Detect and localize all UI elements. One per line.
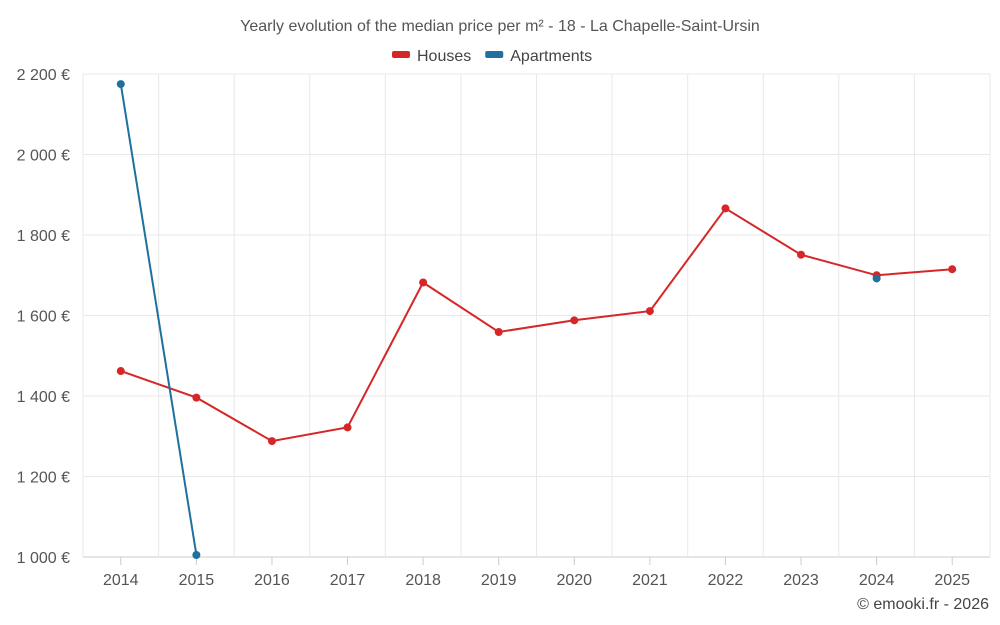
x-tick-label: 2017 xyxy=(330,572,366,589)
data-point-apartments[interactable] xyxy=(872,274,881,283)
data-point-houses[interactable] xyxy=(419,278,428,287)
data-point-houses[interactable] xyxy=(645,307,654,316)
x-tick-label: 2023 xyxy=(783,572,819,589)
x-tick-label: 2021 xyxy=(632,572,668,589)
y-tick-label: 2 200 € xyxy=(17,67,70,84)
series-houses xyxy=(116,204,957,446)
data-point-houses[interactable] xyxy=(570,316,579,325)
series-line-apartments xyxy=(119,83,198,556)
data-point-houses[interactable] xyxy=(797,250,806,259)
x-tick-label: 2015 xyxy=(179,572,215,589)
y-tick-label: 1 600 € xyxy=(17,309,70,326)
legend-swatch xyxy=(392,51,410,58)
y-tick-label: 1 200 € xyxy=(17,470,70,487)
data-point-houses[interactable] xyxy=(267,437,276,446)
legend-item-houses[interactable]: Houses xyxy=(392,48,471,65)
legend-label: Houses xyxy=(417,48,471,65)
data-point-apartments[interactable] xyxy=(116,80,125,89)
x-tick-label: 2020 xyxy=(556,572,592,589)
grid xyxy=(82,73,991,558)
x-tick-label: 2022 xyxy=(708,572,744,589)
x-tick-label: 2014 xyxy=(103,572,139,589)
credit-text: © emooki.fr - 2026 xyxy=(857,596,989,613)
legend-swatch xyxy=(485,51,504,58)
chart-title: Yearly evolution of the median price per… xyxy=(240,18,760,35)
y-axis-ticks: 1 000 € 1 200 € 1 400 € 1 600 € 1 800 € 2 000… xyxy=(17,67,70,567)
x-axis-ticks: 2014 2015 2016 2017 2018 2019 2020 2021 2022 2023… xyxy=(103,557,970,589)
legend: Houses Apartments xyxy=(392,48,592,65)
data-point-houses[interactable] xyxy=(116,367,125,376)
x-tick-label: 2025 xyxy=(934,572,970,589)
legend-label: Apartments xyxy=(510,48,592,65)
data-point-houses[interactable] xyxy=(494,328,503,337)
y-tick-label: 1 800 € xyxy=(17,228,70,245)
y-tick-label: 1 400 € xyxy=(17,389,70,406)
data-point-houses[interactable] xyxy=(343,423,352,432)
series-apartments xyxy=(116,80,881,559)
legend-item-apartments[interactable]: Apartments xyxy=(485,48,592,65)
data-point-apartments[interactable] xyxy=(192,550,201,559)
y-tick-label: 1 000 € xyxy=(17,550,70,567)
series-layer xyxy=(116,80,957,559)
x-tick-label: 2018 xyxy=(405,572,441,589)
data-point-houses[interactable] xyxy=(192,393,201,402)
data-point-houses[interactable] xyxy=(948,265,957,274)
x-tick-label: 2024 xyxy=(859,572,895,589)
x-tick-label: 2016 xyxy=(254,572,290,589)
y-tick-label: 2 000 € xyxy=(17,148,70,165)
data-point-houses[interactable] xyxy=(721,204,730,213)
series-line-houses xyxy=(120,207,953,443)
x-tick-label: 2019 xyxy=(481,572,517,589)
